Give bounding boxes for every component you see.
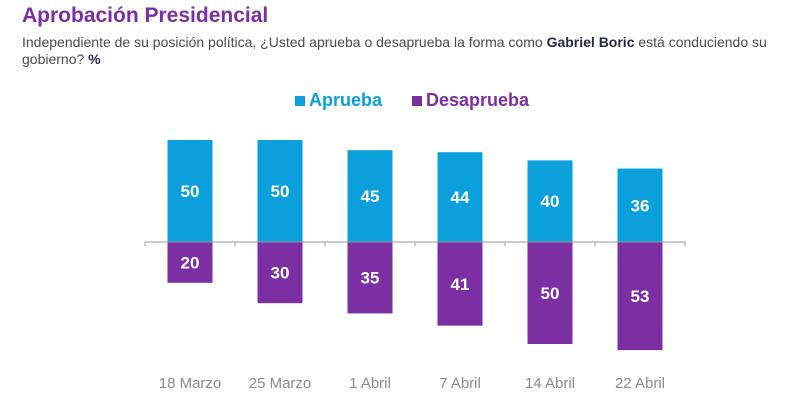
data-label-aprueba: 50 bbox=[271, 182, 290, 201]
x-tick-label: 14 Abril bbox=[525, 375, 575, 392]
bar-desaprueba bbox=[437, 242, 483, 326]
chart-title: Aprobación Presidencial bbox=[22, 4, 269, 27]
bar-desaprueba bbox=[527, 242, 573, 344]
bar-aprueba bbox=[167, 140, 213, 242]
chart-subtitle: Independiente de su posición política, ¿… bbox=[22, 34, 792, 68]
bar-desaprueba bbox=[257, 242, 303, 304]
data-label-aprueba: 44 bbox=[451, 188, 470, 207]
data-label-desaprueba: 35 bbox=[361, 269, 380, 288]
data-label-desaprueba: 50 bbox=[541, 284, 560, 303]
x-tick-label: 25 Marzo bbox=[249, 375, 312, 392]
subtitle-text-end: está conduciendo su gobierno? bbox=[22, 34, 767, 67]
data-label-desaprueba: 41 bbox=[451, 275, 470, 294]
data-label-aprueba: 40 bbox=[541, 192, 560, 211]
legend-label-aprueba: Aprueba bbox=[309, 90, 383, 110]
data-label-desaprueba: 20 bbox=[181, 253, 200, 272]
bar-aprueba bbox=[437, 152, 483, 242]
data-label-desaprueba: 53 bbox=[631, 287, 650, 306]
data-label-aprueba: 36 bbox=[631, 196, 650, 215]
legend-item-aprueba: Aprueba bbox=[295, 90, 382, 111]
legend-label-desaprueba: Desaprueba bbox=[426, 90, 530, 110]
subtitle-unit: % bbox=[88, 51, 101, 67]
bar-desaprueba bbox=[347, 242, 393, 314]
bar-aprueba bbox=[617, 168, 663, 242]
legend-swatch-desaprueba bbox=[412, 95, 423, 106]
x-tick-label: 7 Abril bbox=[439, 375, 481, 392]
x-tick-label: 22 Abril bbox=[615, 375, 665, 392]
legend-item-desaprueba: Desaprueba bbox=[412, 90, 529, 111]
legend: Aprueba Desaprueba bbox=[295, 90, 529, 111]
data-label-aprueba: 45 bbox=[361, 187, 380, 206]
x-tick-label: 18 Marzo bbox=[159, 375, 222, 392]
bar-desaprueba bbox=[167, 242, 213, 283]
subtitle-name: Gabriel Boric bbox=[546, 34, 635, 50]
x-tick-label: 1 Abril bbox=[349, 375, 391, 392]
bar-aprueba bbox=[257, 140, 303, 242]
legend-swatch-aprueba bbox=[295, 95, 305, 106]
data-label-desaprueba: 30 bbox=[271, 264, 290, 283]
subtitle-text: Independiente de su posición política, ¿… bbox=[22, 34, 547, 50]
bar-desaprueba bbox=[617, 242, 663, 351]
data-label-aprueba: 50 bbox=[181, 182, 200, 201]
bar-aprueba bbox=[347, 150, 393, 242]
bar-aprueba bbox=[527, 160, 573, 242]
